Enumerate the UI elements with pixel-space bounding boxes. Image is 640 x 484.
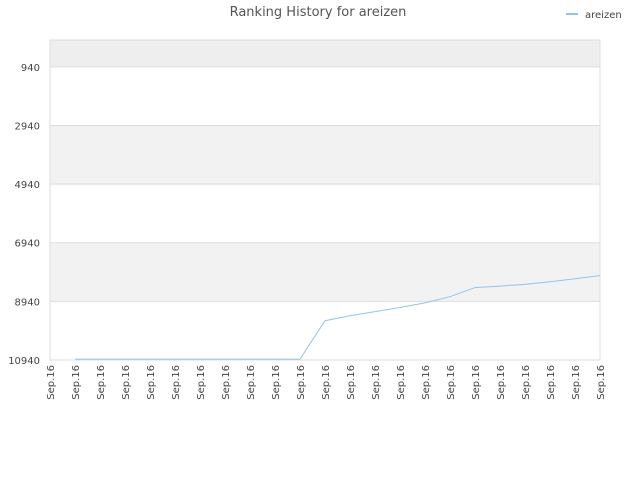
plot-band: [50, 40, 600, 67]
y-tick-label: 6940: [15, 239, 40, 250]
x-tick-label: Sep.16: [46, 365, 57, 400]
x-tick-label: Sep.16: [121, 365, 132, 400]
x-tick-label: Sep.16: [346, 365, 357, 400]
x-tick-label: Sep.16: [171, 365, 182, 400]
y-tick-label: 940: [21, 63, 40, 74]
x-tick-label: Sep.16: [571, 365, 582, 400]
legend-label: areizen: [585, 10, 622, 21]
y-tick-label: 8940: [15, 297, 40, 308]
x-tick-label: Sep.16: [246, 365, 257, 400]
y-tick-label: 4940: [15, 180, 40, 191]
x-tick-label: Sep.16: [221, 365, 232, 400]
x-tick-label: Sep.16: [546, 365, 557, 400]
x-tick-label: Sep.16: [521, 365, 532, 400]
x-tick-label: Sep.16: [296, 365, 307, 400]
x-tick-label: Sep.16: [371, 365, 382, 400]
x-tick-label: Sep.16: [96, 365, 107, 400]
x-tick-label: Sep.16: [71, 365, 82, 400]
x-tick-label: Sep.16: [196, 365, 207, 400]
y-tick-label: 2940: [15, 121, 40, 132]
chart-title: Ranking History for areizen: [230, 5, 407, 20]
x-tick-label: Sep.16: [471, 365, 482, 400]
plot-band: [50, 125, 600, 185]
x-tick-label: Sep.16: [396, 365, 407, 400]
plot-band: [50, 66, 600, 126]
x-tick-label: Sep.16: [446, 365, 457, 400]
y-tick-label: 10940: [8, 356, 40, 367]
plot-band: [50, 301, 600, 360]
x-tick-label: Sep.16: [596, 365, 607, 400]
plot-band: [50, 184, 600, 243]
data-line: [75, 275, 601, 360]
x-tick-label: Sep.16: [421, 365, 432, 400]
plot-band: [50, 242, 600, 302]
x-tick-label: Sep.16: [146, 365, 157, 400]
x-tick-label: Sep.16: [271, 365, 282, 400]
x-tick-label: Sep.16: [496, 365, 507, 400]
x-tick-label: Sep.16: [321, 365, 332, 400]
